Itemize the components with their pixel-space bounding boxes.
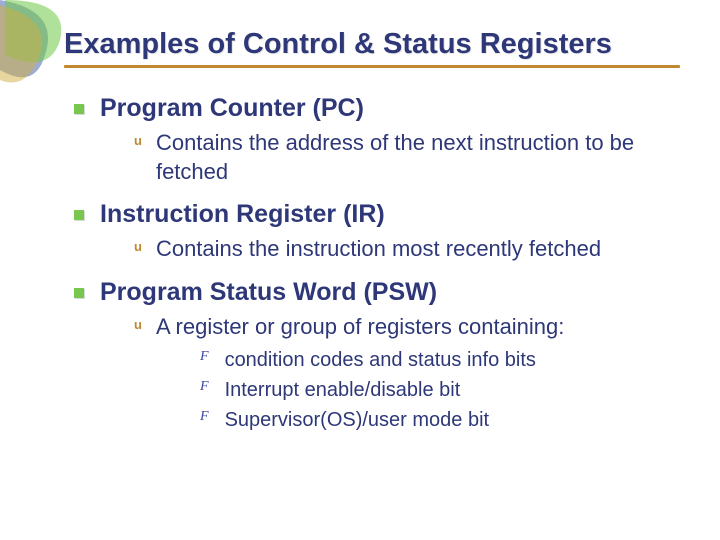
content-body: Program Counter (PC) u Contains the addr… — [64, 94, 680, 433]
level3-text: condition codes and status info bits — [225, 347, 536, 373]
u-bullet-icon: u — [134, 239, 142, 254]
u-bullet-icon: u — [134, 317, 142, 332]
square-bullet-icon — [74, 288, 84, 298]
slide: Examples of Control & Status Registers P… — [0, 0, 720, 540]
level2-text: Contains the address of the next instruc… — [156, 129, 680, 186]
list-subsubitem: F Interrupt enable/disable bit — [200, 377, 680, 403]
list-subitem: u A register or group of registers conta… — [134, 313, 680, 342]
f-bullet-icon: F — [200, 379, 209, 395]
list-item: Program Status Word (PSW) — [74, 278, 680, 307]
list-subitem: u Contains the address of the next instr… — [134, 129, 680, 186]
title-text: Examples of Control & Status Registers — [64, 28, 612, 60]
square-bullet-icon — [74, 210, 84, 220]
list-subsubitem: F Supervisor(OS)/user mode bit — [200, 407, 680, 433]
list-item: Instruction Register (IR) — [74, 200, 680, 229]
level1-text: Program Counter (PC) — [100, 94, 364, 123]
level3-text: Interrupt enable/disable bit — [225, 377, 461, 403]
f-bullet-icon: F — [200, 409, 209, 425]
list-subitem: u Contains the instruction most recently… — [134, 235, 680, 264]
title-underline — [64, 65, 680, 68]
level2-text: Contains the instruction most recently f… — [156, 235, 601, 264]
u-bullet-icon: u — [134, 133, 142, 148]
slide-title: Examples of Control & Status Registers — [64, 28, 680, 68]
level1-text: Instruction Register (IR) — [100, 200, 385, 229]
level3-text: Supervisor(OS)/user mode bit — [225, 407, 490, 433]
list-subsubitem: F condition codes and status info bits — [200, 347, 680, 373]
level2-text: A register or group of registers contain… — [156, 313, 564, 342]
list-item: Program Counter (PC) — [74, 94, 680, 123]
square-bullet-icon — [74, 104, 84, 114]
level1-text: Program Status Word (PSW) — [100, 278, 437, 307]
f-bullet-icon: F — [200, 349, 209, 365]
